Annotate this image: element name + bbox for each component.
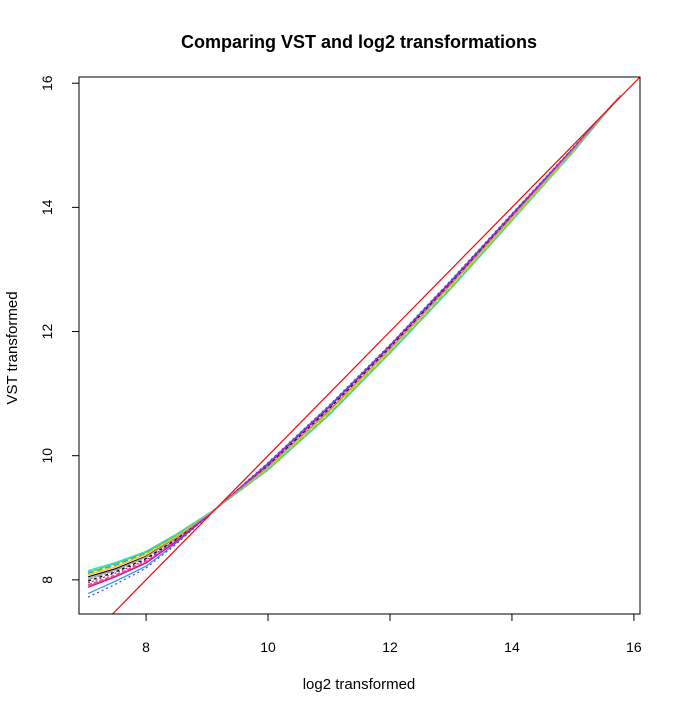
series-line-10 [87, 95, 621, 587]
series-line-11 [87, 95, 621, 573]
identity-reference-line [112, 76, 641, 615]
series-line-7 [87, 95, 621, 576]
y-tick-label: 10 [39, 448, 55, 464]
series-line-13 [87, 95, 621, 588]
plot-frame [78, 76, 641, 615]
series-line-15 [87, 95, 621, 575]
x-tick-label: 12 [382, 639, 398, 655]
series-line-8 [87, 95, 621, 581]
x-tick-label: 8 [142, 639, 150, 655]
series-line-3 [87, 95, 621, 573]
series-line-2 [87, 95, 621, 586]
series-line-14 [87, 95, 621, 598]
series-line-6 [87, 95, 621, 584]
y-tick-label: 14 [39, 199, 55, 215]
series-layer [87, 95, 621, 598]
chart-title: Comparing VST and log2 transformations [181, 32, 537, 52]
y-axis: 8 10 12 14 16 [39, 75, 79, 584]
series-line-5 [87, 95, 621, 572]
x-axis-label: log2 transformed [303, 676, 416, 693]
x-tick-label: 14 [504, 639, 520, 655]
y-tick-label: 8 [39, 576, 55, 584]
series-line-9 [87, 95, 621, 582]
y-tick-label: 16 [39, 75, 55, 91]
series-line-12 [87, 95, 621, 595]
x-tick-label: 16 [626, 639, 642, 655]
x-axis: 8 10 12 14 16 [142, 614, 642, 655]
series-line-4 [87, 95, 621, 575]
series-line-1 [87, 95, 621, 578]
x-tick-label: 10 [260, 639, 276, 655]
y-tick-label: 12 [39, 324, 55, 340]
series-line-16 [87, 95, 621, 580]
y-axis-label: VST transformed [4, 291, 21, 404]
